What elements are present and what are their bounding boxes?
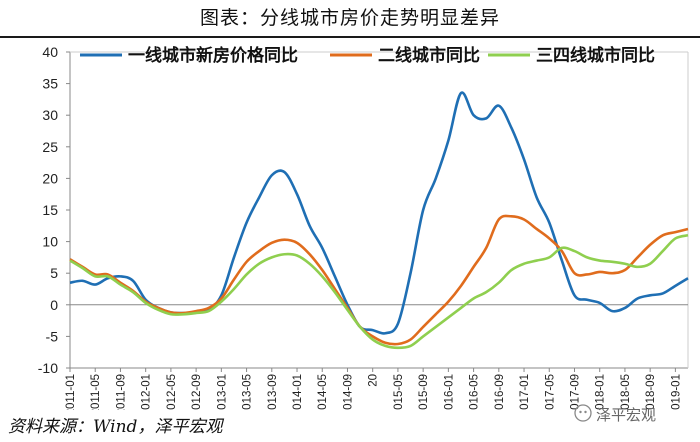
y-tick-label: 30 bbox=[42, 107, 58, 123]
y-tick-label: 35 bbox=[42, 76, 58, 92]
y-tick-label: 5 bbox=[50, 265, 58, 281]
x-tick-label: 2011-09 bbox=[115, 374, 127, 410]
x-tick-label: 2012-01 bbox=[141, 374, 153, 410]
line-chart: -10 -5 0 5 10 15 20 25 30 35 40 2011-01 2011-05 2011-… bbox=[38, 44, 689, 410]
x-tick-label: 2017-09 bbox=[569, 374, 581, 410]
x-tick-label: 2018-09 bbox=[645, 374, 657, 410]
x-tick-label: 2016-05 bbox=[469, 374, 481, 410]
y-tick-label: 10 bbox=[42, 234, 58, 250]
series-lines bbox=[69, 91, 689, 350]
y-tick-label: -10 bbox=[38, 360, 58, 376]
legend-label-2: 三四线城市同比 bbox=[536, 45, 655, 66]
y-tick-label: -5 bbox=[46, 328, 59, 344]
x-tick-label: 2019-01 bbox=[670, 374, 682, 410]
x-tick-label: 2018-01 bbox=[595, 374, 607, 410]
series-line-1 bbox=[69, 214, 689, 346]
legend-label-0: 一线城市新房价格同比 bbox=[128, 45, 298, 66]
series-line-2 bbox=[69, 234, 689, 350]
y-tick-label: 20 bbox=[42, 170, 58, 186]
y-tick-label: 25 bbox=[42, 139, 58, 155]
legend-label-1: 二线城市同比 bbox=[378, 45, 480, 66]
x-tick-label: 2013-01 bbox=[216, 374, 228, 410]
title-bar: 图表：分线城市房价走势明显差异 bbox=[0, 0, 700, 34]
x-tick-label: 2017-05 bbox=[544, 374, 556, 410]
y-tick-label: 15 bbox=[42, 202, 58, 218]
x-tick-label: 20 bbox=[368, 374, 380, 387]
x-tick-label: 2016-09 bbox=[494, 374, 506, 410]
y-tick-label: 0 bbox=[50, 297, 58, 313]
x-tick-label: 2013-05 bbox=[242, 374, 254, 410]
x-tick-label: 2015-05 bbox=[393, 374, 405, 410]
x-tick-label: 2012-09 bbox=[191, 374, 203, 410]
watermark: 泽平宏观 bbox=[596, 406, 657, 424]
chart-title: 图表：分线城市房价走势明显差异 bbox=[199, 7, 500, 29]
axes: -10 -5 0 5 10 15 20 25 30 35 40 2011-01 2011-05 2011-… bbox=[38, 44, 689, 410]
x-tick-label: 2012-05 bbox=[166, 374, 178, 410]
x-tick-label: 2015-09 bbox=[418, 374, 430, 410]
series-line-0 bbox=[69, 91, 689, 335]
x-tick-label: 2011-01 bbox=[65, 374, 77, 410]
x-tick-label: 2013-09 bbox=[267, 374, 279, 410]
x-tick-label: 2014-05 bbox=[317, 374, 329, 410]
x-tick-label: 2014-01 bbox=[292, 374, 304, 410]
y-tick-label: 40 bbox=[42, 44, 58, 60]
title-divider bbox=[0, 36, 700, 38]
x-tick-label: 2017-01 bbox=[519, 374, 531, 410]
x-tick-label: 2016-01 bbox=[443, 374, 455, 410]
source-note: 资料来源：Wind，泽平宏观 bbox=[8, 417, 223, 437]
wechat-icon bbox=[574, 404, 592, 422]
x-tick-label: 2018-05 bbox=[620, 374, 632, 410]
legend: 一线城市新房价格同比 二线城市同比 三四线城市同比 bbox=[80, 45, 655, 66]
x-tick-label: 2014-09 bbox=[342, 374, 354, 410]
x-tick-label: 2011-05 bbox=[90, 374, 102, 410]
